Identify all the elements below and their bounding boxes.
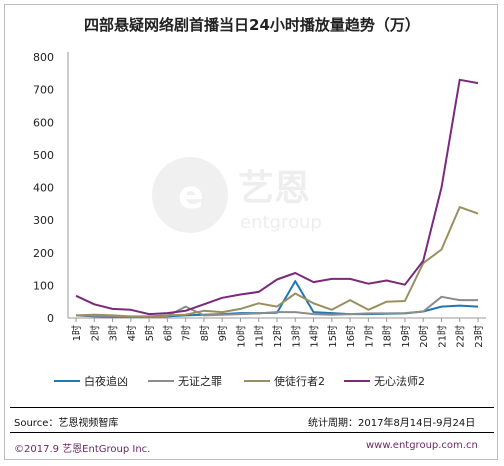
x-tick-label: 15时 — [327, 325, 339, 348]
watermark-brand-en: entgroup — [240, 212, 322, 233]
x-tick-label: 9时 — [217, 325, 229, 341]
x-tick-label: 16时 — [345, 325, 357, 348]
y-tick-label: 500 — [33, 149, 54, 162]
x-tick-label: 3时 — [108, 325, 120, 341]
y-tick-label: 100 — [33, 279, 54, 292]
watermark-logo-letter: e — [178, 173, 204, 217]
chart-title: 四部悬疑网络剧首播当日24小时播放量趋势（万） — [84, 16, 420, 34]
y-tick-label: 200 — [33, 247, 54, 260]
copyright-label: ©2017.9 艺恩EntGroup Inc. — [14, 444, 151, 455]
series-line-使徒行者2 — [75, 206, 479, 318]
x-tick-label: 5时 — [144, 325, 156, 341]
chart-frame — [4, 4, 498, 460]
watermark-brand-cn: 艺恩 — [238, 168, 310, 209]
y-tick-label: 300 — [33, 214, 54, 227]
period-label: 统计周期：2017年8月14日-9月24日 — [308, 418, 476, 429]
x-tick-label: 19时 — [400, 325, 412, 348]
source-label: Source：艺恩视频智库 — [14, 418, 119, 429]
x-tick-label: 10时 — [235, 325, 247, 348]
x-tick-label: 1时 — [71, 325, 83, 341]
legend-label: 使徒行者2 — [274, 374, 325, 388]
legend-label: 无心法师2 — [374, 374, 425, 388]
x-tick-label: 13时 — [290, 325, 302, 348]
watermark-logo-icon — [152, 157, 228, 233]
x-tick-label: 11时 — [254, 325, 266, 348]
y-tick-label: 700 — [33, 84, 54, 97]
x-tick-label: 2时 — [89, 325, 101, 341]
x-tick-label: 12时 — [272, 325, 284, 348]
entgroup-watermark: e 艺恩 entgroup — [152, 157, 322, 233]
y-tick-label: 0 — [47, 312, 54, 325]
x-tick-label: 8时 — [199, 325, 211, 341]
x-tick-label: 22时 — [455, 325, 467, 348]
y-tick-label: 800 — [33, 51, 54, 64]
x-tick-label: 21时 — [436, 325, 448, 348]
legend-label: 白夜追凶 — [84, 374, 128, 388]
y-tick-label: 400 — [33, 182, 54, 195]
legend-label: 无证之罪 — [178, 374, 222, 388]
website-link[interactable]: www.entgroup.com.cn — [366, 440, 478, 451]
x-tick-label: 18时 — [382, 325, 394, 348]
x-tick-label: 4时 — [126, 325, 138, 341]
x-tick-label: 7时 — [181, 325, 193, 341]
footer-divider — [10, 407, 494, 408]
x-tick-label: 14时 — [309, 325, 321, 348]
x-tick-label: 17时 — [363, 325, 375, 348]
series-line-无心法师2 — [75, 78, 479, 316]
x-tick-label: 23时 — [473, 325, 485, 348]
x-tick-label: 6时 — [162, 325, 174, 341]
x-tick-label: 20时 — [418, 325, 430, 348]
footer-divider-bottom — [10, 432, 494, 433]
y-tick-label: 600 — [33, 116, 54, 129]
